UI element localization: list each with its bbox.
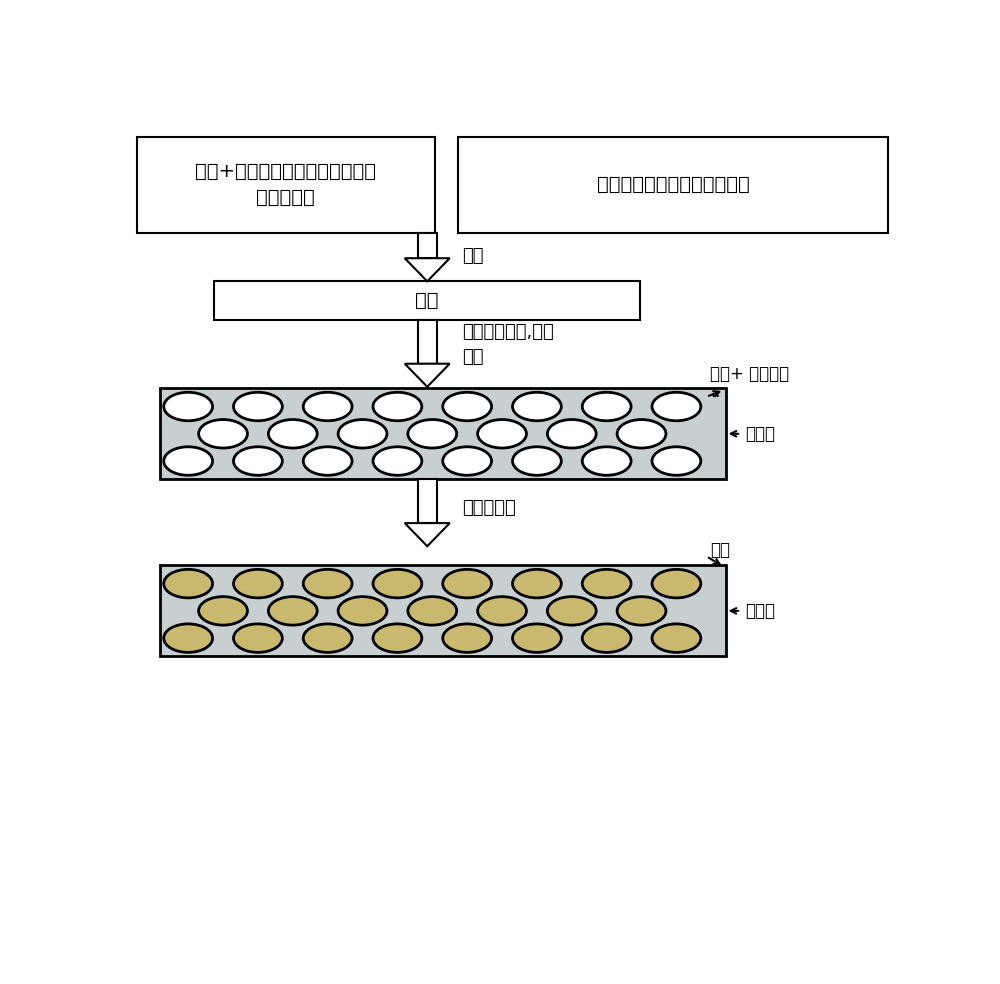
Ellipse shape: [547, 419, 596, 448]
Ellipse shape: [373, 393, 422, 421]
Ellipse shape: [582, 447, 631, 475]
Ellipse shape: [233, 624, 282, 652]
Ellipse shape: [199, 419, 247, 448]
Bar: [214, 281, 640, 320]
Ellipse shape: [582, 624, 631, 652]
Text: 液晶+非极性挥发性有机溶剂（例
如，辛烷）: 液晶+非极性挥发性有机溶剂（例 如，辛烷）: [195, 162, 376, 208]
Polygon shape: [405, 258, 450, 281]
Text: 液晶: 液晶: [710, 541, 730, 559]
Polygon shape: [405, 364, 450, 387]
Bar: [160, 566, 726, 656]
Ellipse shape: [443, 570, 492, 598]
Ellipse shape: [303, 570, 352, 598]
Ellipse shape: [408, 596, 457, 625]
Ellipse shape: [512, 393, 561, 421]
Bar: [137, 137, 435, 233]
Ellipse shape: [164, 624, 213, 652]
Ellipse shape: [408, 419, 457, 448]
Ellipse shape: [582, 570, 631, 598]
Ellipse shape: [652, 393, 701, 421]
Ellipse shape: [373, 447, 422, 475]
Ellipse shape: [268, 419, 317, 448]
Ellipse shape: [443, 447, 492, 475]
Text: ..: ..: [710, 383, 721, 401]
Ellipse shape: [652, 570, 701, 598]
Text: 水、表面活性剂、聚合物乳胶: 水、表面活性剂、聚合物乳胶: [597, 175, 750, 194]
Text: 涂覆于基板上,使水
蒸发: 涂覆于基板上,使水 蒸发: [462, 323, 554, 366]
Ellipse shape: [652, 624, 701, 652]
Ellipse shape: [199, 596, 247, 625]
Bar: [418, 479, 437, 523]
Text: 使溶剂蒸发: 使溶剂蒸发: [462, 500, 516, 518]
Ellipse shape: [164, 393, 213, 421]
Ellipse shape: [478, 596, 526, 625]
Text: 乳化: 乳化: [462, 247, 484, 265]
Ellipse shape: [303, 393, 352, 421]
Ellipse shape: [512, 447, 561, 475]
Ellipse shape: [582, 393, 631, 421]
Text: 聚合物: 聚合物: [745, 602, 775, 620]
Bar: [458, 137, 888, 233]
Ellipse shape: [303, 447, 352, 475]
Ellipse shape: [164, 570, 213, 598]
Ellipse shape: [373, 624, 422, 652]
Ellipse shape: [338, 419, 387, 448]
Ellipse shape: [512, 570, 561, 598]
Bar: [160, 389, 726, 479]
Ellipse shape: [373, 570, 422, 598]
Text: 乳液: 乳液: [416, 291, 439, 310]
Ellipse shape: [338, 596, 387, 625]
Ellipse shape: [478, 419, 526, 448]
Text: 液晶+ 溶剂混合: 液晶+ 溶剂混合: [710, 365, 789, 383]
Bar: [418, 233, 437, 258]
Ellipse shape: [233, 447, 282, 475]
Ellipse shape: [268, 596, 317, 625]
Ellipse shape: [617, 419, 666, 448]
Ellipse shape: [443, 393, 492, 421]
Polygon shape: [405, 523, 450, 546]
Ellipse shape: [233, 393, 282, 421]
Ellipse shape: [547, 596, 596, 625]
Ellipse shape: [303, 624, 352, 652]
Ellipse shape: [512, 624, 561, 652]
Ellipse shape: [233, 570, 282, 598]
Ellipse shape: [443, 624, 492, 652]
Bar: [418, 320, 437, 364]
Ellipse shape: [617, 596, 666, 625]
Ellipse shape: [164, 447, 213, 475]
Ellipse shape: [652, 447, 701, 475]
Text: 聚合物: 聚合物: [745, 425, 775, 443]
